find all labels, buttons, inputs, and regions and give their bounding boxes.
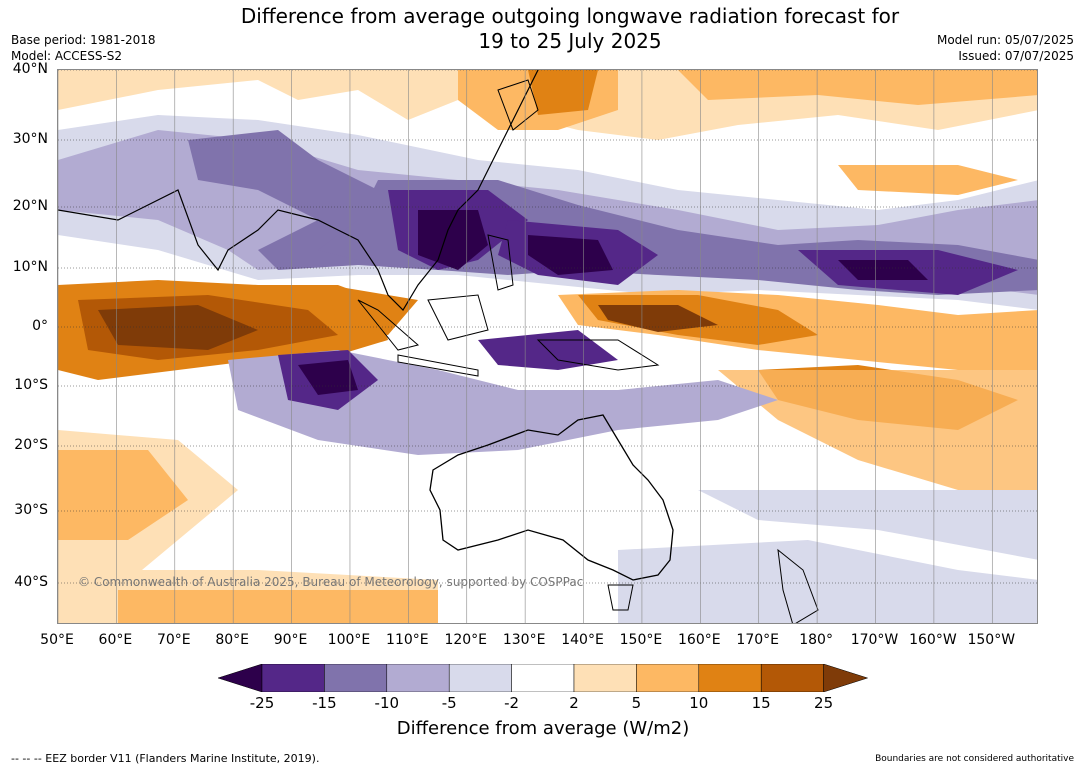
australia-outline <box>429 414 674 581</box>
colorbar-tick-label: -2 <box>504 694 520 712</box>
latitude-label: 0° <box>32 318 48 334</box>
sumatra-positive <box>328 285 418 335</box>
longitude-label: 120°E <box>444 632 488 648</box>
base-period: Base period: 1981-2018 <box>11 33 156 47</box>
copyright-notice: © Commonwealth of Australia 2025, Bureau… <box>78 575 584 589</box>
latitude-label: 40°S <box>14 574 48 590</box>
philippines-outline <box>487 234 514 291</box>
philippine-sea-extreme <box>528 235 613 275</box>
colorbar-max-extend <box>823 664 868 692</box>
colorbar-segment <box>261 664 325 692</box>
issued-date: Issued: 07/07/2025 <box>958 49 1074 63</box>
indian-ocean-extreme-positive <box>98 305 258 350</box>
colorbar-segment <box>760 664 824 692</box>
pacific-extreme-positive <box>598 305 718 332</box>
eez-legend: -- -- -- EEZ border V11 (Flanders Marine… <box>11 752 320 765</box>
southern-ocean-positive <box>118 590 438 623</box>
colorbar-tick-label: 2 <box>569 694 579 712</box>
colorbar <box>218 664 868 692</box>
latitude-label: 40°N <box>12 61 48 77</box>
colorbar-tick-label: -25 <box>249 694 275 712</box>
longitude-label: 160°W <box>909 632 957 648</box>
anomaly-map: © Commonwealth of Australia 2025, Bureau… <box>57 69 1038 624</box>
colorbar-tick-label: -10 <box>374 694 400 712</box>
colorbar-title: Difference from average (W/m2) <box>396 718 690 739</box>
colorbar-tick-label: 5 <box>631 694 642 712</box>
borneo-outline <box>427 294 489 341</box>
boundaries-disclaimer: Boundaries are not considered authoritat… <box>875 754 1074 764</box>
java-outline <box>397 354 479 377</box>
latitude-label: 20°N <box>12 198 48 214</box>
longitude-label: 150°E <box>619 632 663 648</box>
new-zealand-outline <box>777 548 819 623</box>
colorbar-segment <box>386 664 450 692</box>
asia-coastline <box>58 70 539 311</box>
colorbar-tick-label: 10 <box>689 694 709 712</box>
japan-korea-outline <box>497 79 539 131</box>
chart-title: Difference from average outgoing longwav… <box>170 4 970 54</box>
longitude-label: 130°E <box>502 632 546 648</box>
latitude-label: 10°N <box>12 259 48 275</box>
longitude-label: 150°W <box>967 632 1016 648</box>
title-line-2: 19 to 25 July 2025 <box>478 29 662 53</box>
gridlines <box>58 70 1037 623</box>
colorbar-segment <box>636 664 700 692</box>
longitude-label: 80°E <box>215 632 250 648</box>
longitude-label: 90°E <box>273 632 308 648</box>
latitude-label: 10°S <box>14 377 48 393</box>
metadata-left: Base period: 1981-2018 Model: ACCESS-S2 <box>11 32 156 64</box>
south-china-sea-extreme <box>418 210 488 270</box>
east-asia-strong-positive <box>528 70 598 115</box>
longitude-label: 70°E <box>156 632 191 648</box>
colorbar-tick-label: -15 <box>312 694 337 712</box>
colorbar-segment <box>324 664 388 692</box>
north-pacific-patch <box>838 165 1018 195</box>
new-guinea-outline <box>536 339 660 371</box>
colorbar-segment <box>573 664 637 692</box>
tasman-light-negative <box>618 540 1037 623</box>
south-indian-positive <box>58 450 188 540</box>
longitude-label: 110°E <box>386 632 429 648</box>
longitude-label: 60°E <box>98 632 133 648</box>
south-pacific-light-positive <box>718 370 1037 490</box>
south-pacific-light-negative <box>698 490 1037 560</box>
sumatra-outline <box>357 299 420 351</box>
central-pacific-extreme <box>838 260 928 280</box>
colorbar-segment <box>448 664 512 692</box>
colorbar-tick-label: -5 <box>441 694 457 712</box>
model-run: Model run: 05/07/2025 <box>936 33 1074 47</box>
metadata-right: Model run: 05/07/2025 Issued: 07/07/2025 <box>937 32 1074 64</box>
longitude-label: 50°E <box>40 632 74 648</box>
model-name: Model: ACCESS-S2 <box>11 49 123 63</box>
title-line-1: Difference from average outgoing longwav… <box>240 4 900 28</box>
latitude-label: 30°S <box>14 502 48 518</box>
longitude-label: 140°E <box>561 632 604 648</box>
tasmania-outline <box>607 584 634 611</box>
longitude-label: 170°E <box>736 632 779 648</box>
colorbar-segment <box>698 664 762 692</box>
map-canvas <box>58 70 1037 623</box>
latitude-label: 30°N <box>12 131 48 147</box>
colorbar-min-extend <box>218 664 263 692</box>
latitude-label: 20°S <box>14 437 48 453</box>
longitude-label: 170°W <box>850 632 899 648</box>
longitude-label: 160°E <box>678 632 721 648</box>
longitude-label: 100°E <box>327 632 371 648</box>
colorbar-segment <box>511 664 575 692</box>
colorbar-tick-label: 15 <box>751 694 771 712</box>
longitude-label: 180° <box>799 632 833 648</box>
north-pacific-positive <box>678 70 1037 105</box>
colorbar-tick-label: 25 <box>814 694 834 712</box>
